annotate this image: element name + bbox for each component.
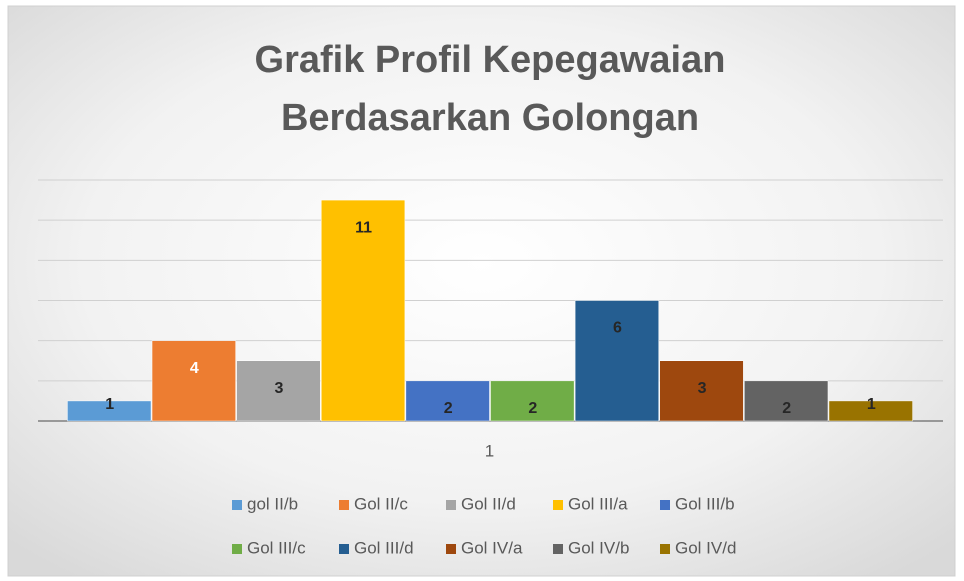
data-label: 2	[444, 400, 453, 417]
legend-label: Gol IV/d	[675, 538, 736, 557]
legend-label: Gol IV/a	[461, 538, 523, 557]
legend-label: gol II/b	[247, 494, 298, 513]
data-label: 1	[867, 396, 876, 413]
legend-label: Gol IV/b	[568, 538, 629, 557]
legend-swatch	[553, 544, 563, 554]
data-label: 2	[782, 400, 791, 417]
legend-swatch	[339, 544, 349, 554]
chart-background	[7, 5, 956, 577]
chart-title: Berdasarkan Golongan	[281, 97, 699, 139]
bar	[574, 300, 659, 422]
data-label: 6	[613, 320, 622, 337]
bar	[321, 199, 406, 422]
legend-swatch	[660, 544, 670, 554]
bar	[236, 360, 321, 422]
legend-swatch	[232, 500, 242, 510]
chart-title: Grafik Profil Kepegawaian	[255, 39, 726, 81]
data-label: 1	[105, 396, 114, 413]
data-label: 4	[190, 360, 199, 377]
bar	[490, 380, 575, 422]
legend-swatch	[339, 500, 349, 510]
data-label: 2	[528, 400, 537, 417]
bar	[405, 380, 490, 422]
data-label: 3	[698, 380, 707, 397]
bar	[151, 340, 236, 422]
bar	[67, 400, 152, 422]
legend-swatch	[446, 500, 456, 510]
bar	[744, 380, 829, 422]
legend-swatch	[446, 544, 456, 554]
data-label: 11	[355, 219, 372, 236]
data-label: 3	[275, 380, 284, 397]
legend-label: Gol III/a	[568, 494, 628, 513]
legend-swatch	[660, 500, 670, 510]
legend-label: Gol III/b	[675, 494, 735, 513]
bar	[659, 360, 744, 422]
legend-label: Gol III/d	[354, 538, 414, 557]
x-tick-label: 1	[485, 441, 494, 460]
bar	[828, 400, 913, 422]
legend-label: Gol II/c	[354, 494, 408, 513]
legend-label: Gol II/d	[461, 494, 516, 513]
legend-swatch	[553, 500, 563, 510]
legend-label: Gol III/c	[247, 538, 306, 557]
legend-swatch	[232, 544, 242, 554]
